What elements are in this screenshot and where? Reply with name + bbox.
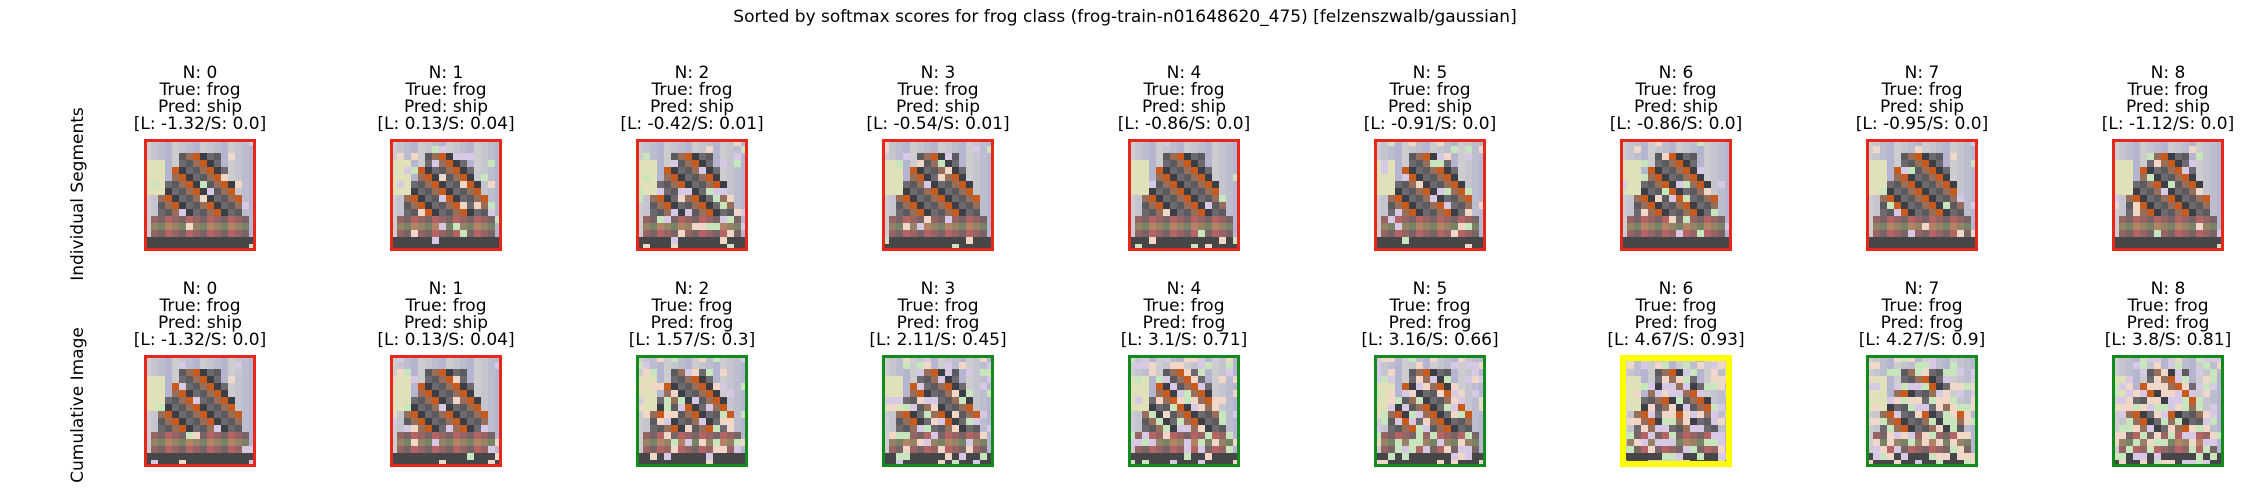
panel-title-pred: Pred: ship bbox=[1141, 97, 1227, 117]
panel-title-true-label: True: frog bbox=[405, 80, 487, 100]
panel-title-scores: [L: -1.12/S: 0.0] bbox=[2101, 114, 2235, 134]
thumbnail-image bbox=[1866, 355, 1978, 467]
panel-title-pred: Pred: ship bbox=[649, 97, 735, 117]
panel-title-true-label: True: frog bbox=[1881, 80, 1963, 100]
panel-title-true-label: True: frog bbox=[159, 296, 241, 316]
panel-title-pred: Pred: ship bbox=[157, 313, 243, 333]
panel-title-true-label: True: frog bbox=[1143, 80, 1225, 100]
thumbnail-image bbox=[1620, 355, 1732, 467]
panel-title-true-label: True: frog bbox=[159, 80, 241, 100]
thumbnail-image bbox=[1374, 139, 1486, 251]
panel-title-true-label: True: frog bbox=[651, 80, 733, 100]
thumbnail-image bbox=[390, 355, 502, 467]
panel-title-scores: [L: -1.32/S: 0.0] bbox=[133, 330, 267, 350]
panel-title-n: N: 7 bbox=[1904, 279, 1940, 299]
panel-title-scores: [L: -0.95/S: 0.0] bbox=[1855, 114, 1989, 134]
figure-title: Sorted by softmax scores for frog class … bbox=[733, 7, 1517, 27]
panel-title-n: N: 1 bbox=[428, 63, 464, 83]
panel-title-n: N: 0 bbox=[182, 279, 218, 299]
panel-title-true-label: True: frog bbox=[1389, 80, 1471, 100]
panel-title-true-label: True: frog bbox=[651, 296, 733, 316]
thumbnail-image bbox=[636, 139, 748, 251]
thumbnail-image bbox=[1866, 139, 1978, 251]
panel-title-n: N: 4 bbox=[1166, 63, 1202, 83]
panel-title-n: N: 2 bbox=[674, 63, 710, 83]
panel-title-scores: [L: 0.13/S: 0.04] bbox=[377, 114, 515, 134]
panel-title-n: N: 8 bbox=[2150, 279, 2186, 299]
panel-title-pred: Pred: ship bbox=[403, 313, 489, 333]
panel-title-pred: Pred: frog bbox=[2126, 313, 2210, 333]
panel-title-true-label: True: frog bbox=[1881, 296, 1963, 316]
thumbnail-image bbox=[1128, 355, 1240, 467]
panel-title-pred: Pred: frog bbox=[1142, 313, 1226, 333]
panel-title-true-label: True: frog bbox=[1635, 80, 1717, 100]
panel-title-n: N: 1 bbox=[428, 279, 464, 299]
panel-title-n: N: 2 bbox=[674, 279, 710, 299]
panel-title-pred: Pred: ship bbox=[1633, 97, 1719, 117]
panel-title-scores: [L: -0.86/S: 0.0] bbox=[1117, 114, 1251, 134]
panel-title-scores: [L: 0.13/S: 0.04] bbox=[377, 330, 515, 350]
panel-title-true-label: True: frog bbox=[405, 296, 487, 316]
thumbnail-image bbox=[882, 355, 994, 467]
panel-title-pred: Pred: ship bbox=[1879, 97, 1965, 117]
panel-title-scores: [L: 4.67/S: 0.93] bbox=[1607, 330, 1745, 350]
panel-title-pred: Pred: ship bbox=[157, 97, 243, 117]
thumbnail-image bbox=[2112, 139, 2224, 251]
panel-title-true-label: True: frog bbox=[1143, 296, 1225, 316]
panel-title-n: N: 6 bbox=[1658, 279, 1694, 299]
panel-title-scores: [L: 3.8/S: 0.81] bbox=[2104, 330, 2232, 350]
panel-title-n: N: 0 bbox=[182, 63, 218, 83]
thumbnail-image bbox=[390, 139, 502, 251]
thumbnail-image bbox=[636, 355, 748, 467]
panel-title-scores: [L: -0.42/S: 0.01] bbox=[620, 114, 764, 134]
panel-title-true-label: True: frog bbox=[1389, 296, 1471, 316]
panel-title-pred: Pred: frog bbox=[1388, 313, 1472, 333]
panel-title-true-label: True: frog bbox=[2127, 296, 2209, 316]
thumbnail-image bbox=[2112, 355, 2224, 467]
thumbnail-image bbox=[1374, 355, 1486, 467]
panel-title-pred: Pred: ship bbox=[895, 97, 981, 117]
panel-title-n: N: 3 bbox=[920, 63, 956, 83]
panel-title-scores: [L: 3.16/S: 0.66] bbox=[1361, 330, 1499, 350]
panel-title-pred: Pred: frog bbox=[1880, 313, 1964, 333]
panel-title-n: N: 4 bbox=[1166, 279, 1202, 299]
panel-title-scores: [L: 2.11/S: 0.45] bbox=[869, 330, 1007, 350]
panel-title-scores: [L: -0.54/S: 0.01] bbox=[866, 114, 1010, 134]
panel-title-n: N: 5 bbox=[1412, 279, 1448, 299]
panel-title-scores: [L: 3.1/S: 0.71] bbox=[1120, 330, 1248, 350]
thumbnail-image bbox=[144, 355, 256, 467]
panel-title-n: N: 3 bbox=[920, 279, 956, 299]
panel-title-true-label: True: frog bbox=[897, 296, 979, 316]
panel-title-n: N: 5 bbox=[1412, 63, 1448, 83]
thumbnail-image bbox=[1128, 139, 1240, 251]
panel-title-pred: Pred: frog bbox=[1634, 313, 1718, 333]
panel-title-scores: [L: -0.91/S: 0.0] bbox=[1363, 114, 1497, 134]
panel-title-pred: Pred: frog bbox=[650, 313, 734, 333]
thumbnail-image bbox=[882, 139, 994, 251]
panel-title-n: N: 8 bbox=[2150, 63, 2186, 83]
panel-title-true-label: True: frog bbox=[2127, 80, 2209, 100]
panel-title-scores: [L: -1.32/S: 0.0] bbox=[133, 114, 267, 134]
panel-title-pred: Pred: ship bbox=[2125, 97, 2211, 117]
thumbnail-image bbox=[144, 139, 256, 251]
panel-title-pred: Pred: ship bbox=[403, 97, 489, 117]
panel-title-scores: [L: 1.57/S: 0.3] bbox=[628, 330, 756, 350]
panel-title-scores: [L: -0.86/S: 0.0] bbox=[1609, 114, 1743, 134]
panel-title-n: N: 7 bbox=[1904, 63, 1940, 83]
panel-title-pred: Pred: frog bbox=[896, 313, 980, 333]
panel-title-scores: [L: 4.27/S: 0.9] bbox=[1858, 330, 1986, 350]
panel-title-true-label: True: frog bbox=[897, 80, 979, 100]
thumbnail-image bbox=[1620, 139, 1732, 251]
panel-title-pred: Pred: ship bbox=[1387, 97, 1473, 117]
row-label-text: Cumulative Image bbox=[68, 327, 88, 483]
panel-title-n: N: 6 bbox=[1658, 63, 1694, 83]
panel-title-true-label: True: frog bbox=[1635, 296, 1717, 316]
row-label-text: Individual Segments bbox=[68, 107, 88, 281]
